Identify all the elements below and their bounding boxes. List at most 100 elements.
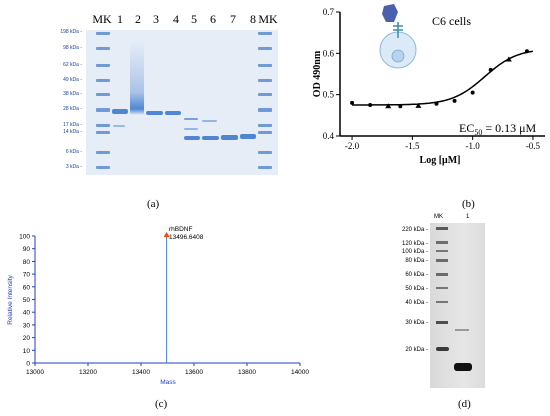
marker-band [258,151,272,154]
lane-label-mk: MK [92,12,112,26]
western-blot [430,223,485,388]
marker-band [96,79,110,82]
ladder-label: 28 kDa - [63,106,82,112]
wb-marker-band [436,250,448,252]
protein-band [184,128,198,130]
y-tick-label: 70 [23,272,31,279]
marker-band [96,32,110,35]
marker-band [258,166,272,169]
caption-b: (b) [462,198,475,210]
receptor-icon [393,22,403,38]
protein-band [221,135,238,140]
lane-label: 8 [250,12,256,26]
marker-band [258,108,272,112]
y-tick-label: 80 [23,259,31,266]
ladder-label: 6 kDa - [65,149,82,155]
marker-band [258,79,272,82]
ladder-label: 62 kDa - [63,62,82,68]
inset-label: C6 cells [432,14,471,28]
marker-band [258,131,272,134]
marker-band [96,47,110,50]
marker-band [96,108,110,112]
caption-c: (c) [155,398,168,410]
y-tick-label: 100 [19,234,30,241]
gel-a-ladder-labels: 198 kDa - 98 kDa - 62 kDa - 49 kDa - 38 … [48,0,88,200]
y-tick-label: 60 [23,284,31,291]
y-axis-label: OD 490nm [312,50,323,97]
marker-band [258,124,272,127]
protein-icon [382,4,398,22]
data-point [524,49,529,54]
caption-a: (a) [147,198,160,210]
x-axis-label: Log [μM] [420,155,461,166]
protein-band [146,111,163,115]
marker-band [258,64,272,67]
wb-sample-band [455,329,469,331]
ladder-label: 14 kDa - [63,129,82,135]
y-tick-label: 40 [23,310,31,317]
y-tick-label: 50 [23,297,31,304]
marker-band [258,47,272,50]
lane-label-mk: MK [258,12,278,26]
x-tick-label: 13400 [132,369,150,376]
marker-band [96,151,110,154]
x-tick-label: 13200 [79,369,97,376]
protein-band [112,109,128,114]
lane-label: 1 [117,12,123,26]
x-axis-label: Mass [160,379,176,386]
marker-band [96,93,110,96]
data-point [368,103,373,107]
wb-ladder-label: 100 kDa - [401,249,428,255]
x-ticks: -2.0 -1.5 -1.0 -0.5 [345,136,541,151]
marker-band [258,32,272,35]
data-points [350,49,529,109]
ladder-label: 98 kDa - [63,45,82,51]
y-ticks: 0.4 0.5 0.6 0.7 [323,7,340,141]
wb-ladder-label: 80 kDa - [405,258,428,264]
lane-label: 4 [173,12,179,26]
wb-lane-label-mk: MK [434,214,443,220]
protein-band [184,118,198,120]
y-ticks: 0 10 20 30 40 50 60 70 80 90 100 [19,234,35,368]
nucleus-icon [391,49,405,63]
wb-ladder-label: 220 kDa - [401,227,428,233]
x-tick-label: -2.0 [345,141,360,151]
lane-label: 5 [191,12,197,26]
lane-label: 6 [210,12,216,26]
x-tick-label: 13800 [238,369,256,376]
wb-ladder-label: 40 kDa - [405,300,428,306]
data-point-triangle [505,56,512,62]
cell-inset-icon [379,4,417,69]
y-tick-label: 0 [26,361,30,368]
data-point-triangle [415,102,422,108]
y-tick-label: 0.7 [323,7,335,17]
marker-band [96,131,110,134]
data-point [398,104,403,109]
wb-marker-band [436,259,448,262]
sds-page-gel [86,30,278,175]
x-tick-label: 13000 [26,369,44,376]
data-point-triangle [385,103,392,109]
x-ticks: 13000 13200 13400 13600 13800 14000 [26,363,309,376]
lane-label: 3 [153,12,159,26]
wb-lane-label: 1 [466,214,470,220]
data-point [434,101,439,106]
wb-sample-band [454,363,472,371]
data-point [470,90,475,95]
marker-band [96,124,110,127]
y-tick-label: 20 [23,335,31,342]
x-tick-label: -0.5 [526,141,541,151]
y-tick-label: 0.6 [323,48,335,58]
wb-ladder-label: 120 kDa - [401,241,428,247]
ladder-label: 3 kDa - [65,164,82,170]
lane-label: 2 [135,12,141,26]
y-tick-label: 10 [23,348,31,355]
y-axis-label: Relative Intensity [7,275,14,325]
peak-marker-icon [163,232,170,237]
x-tick-label: 13600 [185,369,203,376]
data-point [452,98,457,103]
ladder-label: 49 kDa - [63,77,82,83]
wb-marker-band [436,227,448,230]
